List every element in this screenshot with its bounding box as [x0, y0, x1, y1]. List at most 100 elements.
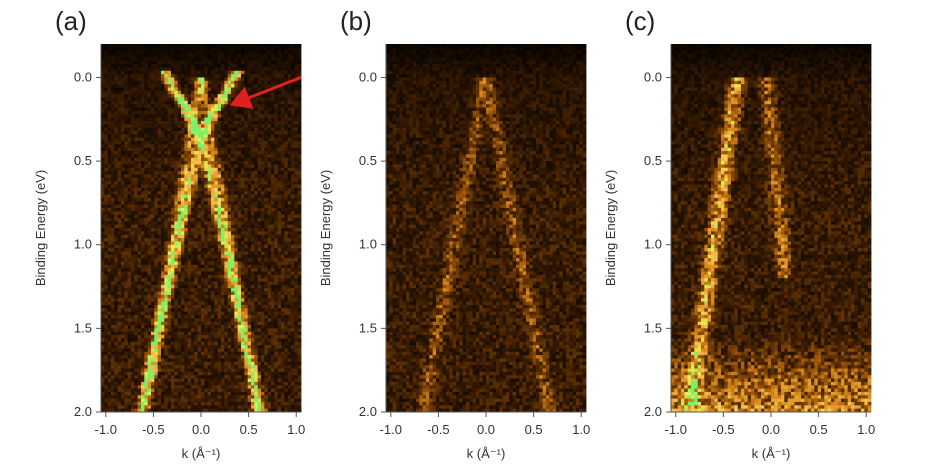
heatmap-cell	[181, 67, 185, 72]
heatmap-cell	[154, 308, 159, 313]
heatmap-cell	[174, 120, 179, 125]
heatmap-cell	[137, 181, 142, 185]
heatmap-cell	[154, 141, 159, 145]
heatmap-cell	[134, 211, 139, 216]
heatmap-cell	[224, 67, 229, 72]
heatmap-cell	[244, 187, 249, 192]
heatmap-cell	[261, 110, 265, 115]
heatmap-cell	[127, 97, 132, 102]
heatmap-cell	[237, 231, 242, 236]
heatmap-cell	[161, 254, 165, 259]
heatmap-cell	[141, 141, 145, 145]
heatmap-cell	[157, 110, 162, 115]
heatmap-cell	[124, 177, 129, 182]
heatmap-cell	[114, 184, 119, 189]
heatmap-cell	[131, 130, 135, 135]
heatmap-cell	[147, 54, 152, 58]
heatmap-cell	[227, 97, 232, 102]
heatmap-cell	[207, 221, 212, 226]
heatmap-cell	[231, 254, 235, 259]
heatmap-cell	[247, 204, 252, 209]
heatmap-cell	[271, 70, 275, 75]
heatmap-cell	[144, 50, 149, 55]
heatmap-cell	[104, 284, 109, 289]
heatmap-cell	[197, 238, 202, 242]
heatmap-cell	[231, 234, 235, 239]
heatmap-cell	[184, 254, 189, 259]
heatmap-cell	[291, 60, 295, 65]
heatmap-cell	[221, 44, 225, 48]
heatmap-cell	[161, 211, 165, 216]
heatmap-cell	[277, 187, 282, 192]
heatmap-cell	[294, 107, 299, 112]
heatmap-cell	[291, 54, 295, 58]
heatmap-cell	[111, 194, 115, 199]
heatmap-cell	[181, 137, 185, 142]
heatmap-cell	[217, 311, 222, 316]
heatmap-cell	[144, 154, 149, 159]
heatmap-cell	[201, 274, 205, 279]
heatmap-cell	[164, 248, 169, 252]
heatmap-cell	[191, 221, 195, 226]
heatmap-cell	[257, 161, 262, 165]
heatmap-cell	[244, 114, 249, 118]
heatmap-cell	[261, 120, 265, 125]
heatmap-cell	[141, 47, 145, 52]
heatmap-cell	[294, 127, 299, 132]
heatmap-cell	[227, 228, 232, 232]
heatmap-cell	[194, 60, 199, 65]
heatmap-cell	[254, 261, 259, 266]
panel-a-heatmap	[101, 44, 302, 413]
heatmap-cell	[151, 167, 155, 172]
heatmap-cell	[211, 100, 215, 105]
heatmap-cell	[117, 70, 122, 75]
heatmap-cell	[241, 291, 245, 296]
heatmap-cell	[104, 144, 109, 149]
heatmap-cell	[277, 120, 282, 125]
heatmap-cell	[217, 154, 222, 159]
heatmap-cell	[147, 154, 152, 159]
heatmap-cell	[187, 217, 192, 222]
heatmap-cell	[274, 278, 279, 282]
heatmap-cell	[227, 100, 232, 105]
heatmap-cell	[284, 244, 289, 249]
heatmap-cell	[117, 120, 122, 125]
heatmap-cell	[111, 177, 115, 182]
heatmap-cell	[141, 130, 145, 135]
heatmap-cell	[237, 94, 242, 98]
heatmap-cell	[231, 274, 235, 279]
heatmap-cell	[257, 261, 262, 266]
heatmap-cell	[114, 254, 119, 259]
heatmap-cell	[204, 44, 209, 48]
heatmap-cell	[237, 67, 242, 72]
heatmap-cell	[214, 214, 219, 219]
heatmap-cell	[164, 74, 169, 78]
heatmap-cell	[267, 120, 272, 125]
heatmap-cell	[214, 251, 219, 256]
heatmap-cell	[187, 74, 192, 78]
heatmap-cell	[171, 284, 175, 289]
heatmap-cell	[197, 194, 202, 199]
heatmap-cell	[107, 77, 112, 82]
heatmap-cell	[201, 181, 205, 185]
heatmap-cell	[287, 171, 292, 175]
heatmap-cell	[157, 161, 162, 165]
heatmap-cell	[127, 60, 132, 65]
heatmap-cell	[151, 177, 155, 182]
heatmap-cell	[251, 197, 255, 202]
heatmap-cell	[254, 84, 259, 88]
heatmap-cell	[267, 248, 272, 252]
heatmap-cell	[171, 114, 175, 118]
heatmap-cell	[181, 211, 185, 216]
heatmap-cell	[104, 157, 109, 162]
heatmap-cell	[284, 201, 289, 205]
heatmap-cell	[281, 274, 285, 279]
heatmap-cell	[257, 107, 262, 112]
heatmap-cell	[241, 184, 245, 189]
heatmap-cell	[127, 231, 132, 236]
heatmap-cell	[104, 94, 109, 98]
heatmap-cell	[257, 57, 262, 62]
heatmap-cell	[291, 294, 295, 299]
heatmap-cell	[241, 248, 245, 252]
heatmap-cell	[287, 318, 292, 323]
